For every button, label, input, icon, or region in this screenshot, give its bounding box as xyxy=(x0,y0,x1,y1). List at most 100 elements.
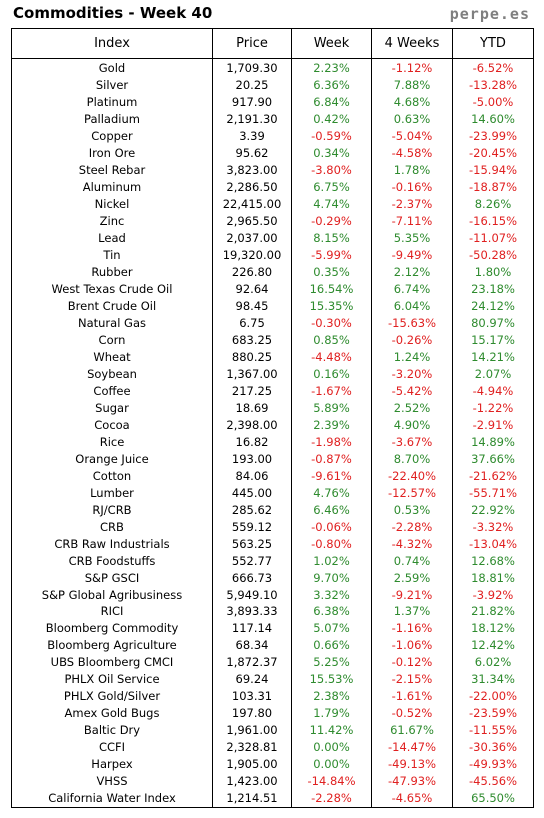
week-cell: -14.84% xyxy=(291,772,372,790)
index-cell: Corn xyxy=(11,331,213,349)
four-weeks-cell: -9.49% xyxy=(371,246,453,264)
price-cell: 193.00 xyxy=(212,450,292,468)
table-row: Coffee 217.25 -1.67% -5.42% -4.94% xyxy=(11,382,534,400)
index-cell: S&P Global Agribusiness xyxy=(11,586,213,603)
index-cell: RICI xyxy=(11,603,213,620)
table-row: Sugar 18.69 5.89% 2.52% -1.22% xyxy=(11,399,534,417)
week-cell: 1.79% xyxy=(291,704,372,722)
four-weeks-cell: 6.74% xyxy=(371,280,453,298)
price-cell: 6.75 xyxy=(212,314,292,332)
index-cell: Nickel xyxy=(11,195,213,213)
week-cell: -3.80% xyxy=(291,161,372,179)
ytd-cell: -13.28% xyxy=(452,76,534,94)
price-cell: 98.45 xyxy=(212,297,292,315)
ytd-cell: 1.80% xyxy=(452,263,534,281)
column-header-price: Price xyxy=(212,28,292,59)
price-cell: 22,415.00 xyxy=(212,195,292,213)
table-row: Cocoa 2,398.00 2.39% 4.90% -2.91% xyxy=(11,416,534,434)
ytd-cell: 22.92% xyxy=(452,501,534,519)
price-cell: 445.00 xyxy=(212,484,292,502)
week-cell: 5.25% xyxy=(291,653,372,671)
week-cell: -0.06% xyxy=(291,518,372,536)
table-row: CRB Foodstuffs 552.77 1.02% 0.74% 12.68% xyxy=(11,552,534,570)
table-row: Natural Gas 6.75 -0.30% -15.63% 80.97% xyxy=(11,314,534,332)
table-body: Gold 1,709.30 2.23% -1.12% -6.52% Silver 20.25… xyxy=(11,58,534,808)
price-cell: 19,320.00 xyxy=(212,246,292,264)
index-cell: Bloomberg Commodity xyxy=(11,619,213,637)
price-cell: 95.62 xyxy=(212,144,292,162)
index-cell: Rice xyxy=(11,433,213,451)
week-cell: 11.42% xyxy=(291,721,372,739)
four-weeks-cell: -1.12% xyxy=(371,58,453,77)
index-cell: VHSS xyxy=(11,772,213,790)
ytd-cell: -5.00% xyxy=(452,93,534,111)
week-cell: 4.74% xyxy=(291,195,372,213)
table-row: Palladium 2,191.30 0.42% 0.63% 14.60% xyxy=(11,110,534,128)
ytd-cell: -22.00% xyxy=(452,687,534,705)
four-weeks-cell: -0.16% xyxy=(371,178,453,196)
week-cell: -4.48% xyxy=(291,348,372,366)
index-cell: UBS Bloomberg CMCI xyxy=(11,653,213,671)
table-row: Platinum 917.90 6.84% 4.68% -5.00% xyxy=(11,93,534,111)
table-row: Baltic Dry 1,961.00 11.42% 61.67% -11.55% xyxy=(11,721,534,739)
week-cell: 0.00% xyxy=(291,738,372,756)
price-cell: 2,965.50 xyxy=(212,212,292,230)
four-weeks-cell: 61.67% xyxy=(371,721,453,739)
index-cell: Lumber xyxy=(11,484,213,502)
table-row: Cotton 84.06 -9.61% -22.40% -21.62% xyxy=(11,467,534,485)
four-weeks-cell: -49.13% xyxy=(371,755,453,773)
week-cell: 15.35% xyxy=(291,297,372,315)
price-cell: 1,905.00 xyxy=(212,755,292,773)
ytd-cell: 65.50% xyxy=(452,789,534,808)
ytd-cell: 37.66% xyxy=(452,450,534,468)
table-row: California Water Index 1,214.51 -2.28% -4.6… xyxy=(11,789,534,808)
week-cell: 4.76% xyxy=(291,484,372,502)
four-weeks-cell: -1.06% xyxy=(371,636,453,654)
price-cell: 20.25 xyxy=(212,76,292,94)
four-weeks-cell: 0.53% xyxy=(371,501,453,519)
commodities-table: Index Price Week 4 Weeks YTD Gold 1,709.3… xyxy=(11,28,534,808)
table-row: CRB 559.12 -0.06% -2.28% -3.32% xyxy=(11,518,534,536)
index-cell: Amex Gold Bugs xyxy=(11,704,213,722)
table-row: Zinc 2,965.50 -0.29% -7.11% -16.15% xyxy=(11,212,534,230)
index-cell: Steel Rebar xyxy=(11,161,213,179)
four-weeks-cell: -5.42% xyxy=(371,382,453,400)
ytd-cell: -4.94% xyxy=(452,382,534,400)
table-row: Tin 19,320.00 -5.99% -9.49% -50.28% xyxy=(11,246,534,264)
four-weeks-cell: -12.57% xyxy=(371,484,453,502)
four-weeks-cell: 6.04% xyxy=(371,297,453,315)
ytd-cell: -23.99% xyxy=(452,127,534,145)
week-cell: 6.36% xyxy=(291,76,372,94)
four-weeks-cell: 4.68% xyxy=(371,93,453,111)
week-cell: 2.39% xyxy=(291,416,372,434)
price-cell: 84.06 xyxy=(212,467,292,485)
page-title: Commodities - Week 40 xyxy=(13,4,213,22)
week-cell: 0.85% xyxy=(291,331,372,349)
price-cell: 117.14 xyxy=(212,619,292,637)
week-cell: 3.32% xyxy=(291,586,372,603)
ytd-cell: 14.60% xyxy=(452,110,534,128)
ytd-cell: -13.04% xyxy=(452,535,534,553)
table-row: Aluminum 2,286.50 6.75% -0.16% -18.87% xyxy=(11,178,534,196)
index-cell: Silver xyxy=(11,76,213,94)
table-row: Rubber 226.80 0.35% 2.12% 1.80% xyxy=(11,263,534,281)
table-row: RJ/CRB 285.62 6.46% 0.53% 22.92% xyxy=(11,501,534,519)
ytd-cell: 80.97% xyxy=(452,314,534,332)
table-row: CRB Raw Industrials 563.25 -0.80% -4.32% -13… xyxy=(11,535,534,553)
price-cell: 552.77 xyxy=(212,552,292,570)
four-weeks-cell: -22.40% xyxy=(371,467,453,485)
ytd-cell: -23.59% xyxy=(452,704,534,722)
week-cell: -0.29% xyxy=(291,212,372,230)
index-cell: Sugar xyxy=(11,399,213,417)
price-cell: 1,709.30 xyxy=(212,58,292,77)
four-weeks-cell: 1.78% xyxy=(371,161,453,179)
ytd-cell: 18.81% xyxy=(452,569,534,587)
four-weeks-cell: -15.63% xyxy=(371,314,453,332)
column-header-4-weeks: 4 Weeks xyxy=(371,28,453,59)
index-cell: Bloomberg Agriculture xyxy=(11,636,213,654)
index-cell: Gold xyxy=(11,58,213,77)
table-row: Steel Rebar 3,823.00 -3.80% 1.78% -15.94% xyxy=(11,161,534,179)
index-cell: CRB Raw Industrials xyxy=(11,535,213,553)
price-cell: 3.39 xyxy=(212,127,292,145)
week-cell: 5.89% xyxy=(291,399,372,417)
